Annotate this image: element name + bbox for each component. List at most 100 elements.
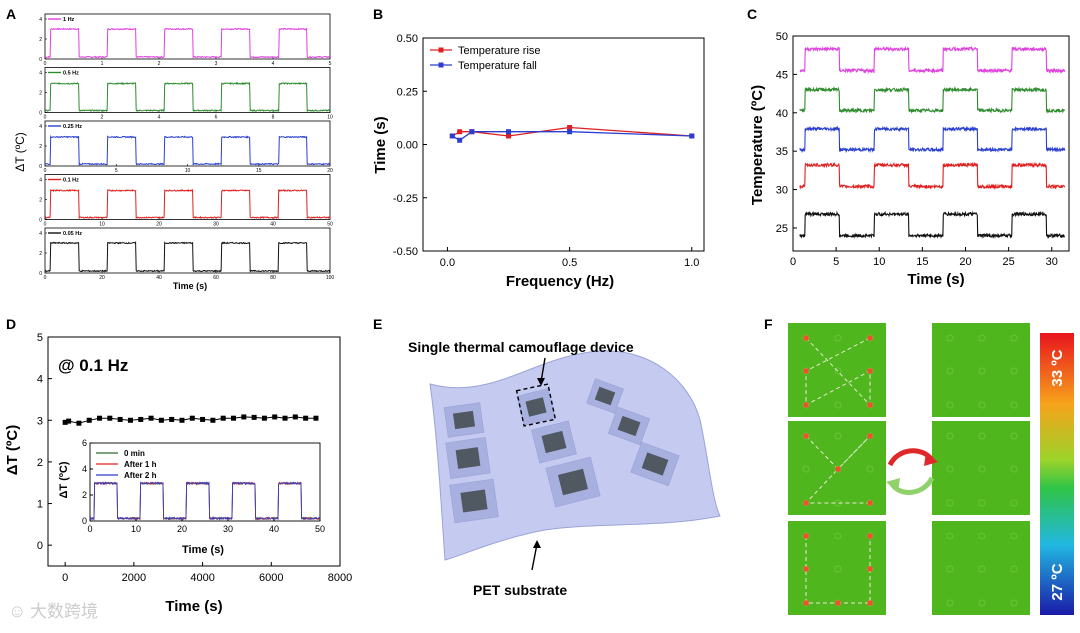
panel-d-inset-ytick-label: 2 bbox=[82, 490, 87, 500]
switch-arrow-red-head bbox=[924, 452, 938, 466]
thermal-hot-pixel bbox=[835, 600, 841, 606]
panel-a-xtick-label: 100 bbox=[326, 275, 335, 281]
panel-a-xtick-label: 5 bbox=[329, 61, 332, 67]
thermal-pixel-dot bbox=[1010, 465, 1018, 473]
panel-b-data-point bbox=[457, 129, 463, 135]
panel-b-data-point bbox=[567, 129, 573, 135]
thermal-pixel-dot bbox=[978, 367, 986, 375]
panel-a-xtick-label: 50 bbox=[327, 222, 333, 228]
panel-a-series-line bbox=[44, 134, 331, 167]
thermal-hot-pixel bbox=[835, 466, 841, 472]
panel-a-xtick-label: 0 bbox=[44, 168, 47, 174]
panel-c-ytick-label: 25 bbox=[776, 223, 788, 235]
panel-b-xtick-label: 0.5 bbox=[562, 257, 577, 269]
thermal-pixel-dot bbox=[802, 499, 810, 507]
thermal-pixel-dot bbox=[946, 565, 954, 573]
panel-d-data-point bbox=[303, 415, 309, 421]
thermal-hot-pixel bbox=[803, 335, 809, 341]
thermal-hot-pixel bbox=[867, 600, 873, 606]
device-chip bbox=[641, 452, 669, 476]
panel-d-data-point bbox=[169, 416, 175, 422]
panel-d-inset-xtick-label: 20 bbox=[177, 524, 187, 534]
thermal-hot-pixel bbox=[867, 433, 873, 439]
thermal-pixel-dot bbox=[978, 465, 986, 473]
panel-d-ytick-label: 2 bbox=[37, 457, 43, 469]
panel-a-ytick-label: 2 bbox=[39, 251, 42, 257]
panel-a-ytick-label: 4 bbox=[39, 124, 42, 130]
thermal-pixel-dot bbox=[1010, 599, 1018, 607]
panel-a-xtick-label: 2 bbox=[101, 115, 104, 121]
device-chip bbox=[452, 410, 476, 430]
panel-c-series-line bbox=[799, 125, 1066, 154]
panel-b-data-point bbox=[506, 129, 512, 135]
thermal-pixel-dot bbox=[866, 334, 874, 342]
thermal-pixel-dot bbox=[946, 599, 954, 607]
thermal-pixel-dot bbox=[978, 565, 986, 573]
panel-a-ytick-label: 2 bbox=[39, 37, 42, 43]
panel-d-inset-ylabel: ΔT (ºC) bbox=[58, 461, 70, 498]
thermal-hot-pixel bbox=[867, 500, 873, 506]
panel-d-inset-xtick-label: 40 bbox=[269, 524, 279, 534]
panel-a-legend-label: 0.5 Hz bbox=[63, 71, 79, 77]
panel-a-ytick-label: 0 bbox=[39, 164, 42, 170]
panel-c-xlabel: Time (s) bbox=[907, 271, 964, 288]
panel-b-data-point bbox=[506, 133, 512, 139]
panel-c-chart: 0 5 10 15 20 25 30 25 30 35 40 45 50 bbox=[776, 31, 1070, 268]
thermal-pixel-dot bbox=[946, 334, 954, 342]
panel-b-data-point bbox=[567, 124, 573, 130]
panel-a-series-line bbox=[44, 188, 331, 220]
panel-d-data-point bbox=[117, 416, 123, 422]
panel-d-inset-xtick-label: 0 bbox=[87, 524, 92, 534]
device-grid bbox=[443, 378, 680, 524]
panel-b-legend-label: Temperature rise bbox=[458, 45, 541, 57]
panel-a-legend-label: 0.1 Hz bbox=[63, 178, 79, 184]
panel-a-ytick-label: 4 bbox=[39, 178, 42, 184]
panel-a-xtick-label: 20 bbox=[99, 275, 105, 281]
panel-b-legend-label: Temperature fall bbox=[458, 60, 537, 72]
panel-b-data-point bbox=[457, 137, 463, 143]
panel-d-data-point bbox=[179, 417, 185, 423]
panel-d-data-point bbox=[231, 415, 237, 421]
panel-d-xlabel: Time (s) bbox=[165, 598, 222, 615]
panel-a-xtick-label: 2 bbox=[158, 61, 161, 67]
thermal-pixel-dot bbox=[834, 334, 842, 342]
thermal-hot-pixel bbox=[803, 600, 809, 606]
panel-d-annotation: @ 0.1 Hz bbox=[58, 356, 128, 375]
device-chip bbox=[557, 468, 589, 496]
thermal-pixel-dot bbox=[866, 401, 874, 409]
panel-d-inset-legend-label: 0 min bbox=[124, 449, 145, 458]
thermal-pixel-dot bbox=[866, 367, 874, 375]
thermal-pixel-dot bbox=[834, 532, 842, 540]
panel-c-xtick-label: 15 bbox=[916, 256, 928, 268]
thermal-pixel-dot bbox=[1010, 499, 1018, 507]
switch-arrow-green-head bbox=[886, 478, 900, 492]
panel-a-xtick-label: 6 bbox=[215, 115, 218, 121]
thermal-hot-pixel bbox=[803, 402, 809, 408]
thermal-pixel-dot bbox=[978, 401, 986, 409]
thermal-pixel-dot bbox=[978, 334, 986, 342]
thermal-hot-pixel bbox=[803, 500, 809, 506]
thermal-image bbox=[932, 323, 1030, 417]
watermark-logo-icon: ☺ bbox=[8, 601, 26, 621]
panel-a-xtick-label: 0 bbox=[44, 115, 47, 121]
device-chip bbox=[525, 397, 547, 417]
panel-d-inset-ytick-label: 0 bbox=[82, 516, 87, 526]
panel-d-ytick-label: 0 bbox=[37, 540, 43, 552]
panel-c-frame bbox=[792, 35, 1070, 252]
panel-a-xtick-label: 20 bbox=[156, 222, 162, 228]
panel-d-inset-frame bbox=[89, 442, 321, 522]
device-chip bbox=[541, 430, 567, 454]
panel-d-inset-series-line bbox=[89, 481, 320, 521]
thermal-pixel-dot bbox=[1010, 334, 1018, 342]
panel-letter-c: C bbox=[747, 6, 757, 22]
panel-d-inset-legend-label: After 1 h bbox=[124, 460, 157, 469]
thermal-pixel-dot bbox=[834, 565, 842, 573]
panel-c-ytick-label: 30 bbox=[776, 185, 788, 197]
panel-c-xtick-label: 0 bbox=[790, 256, 796, 268]
panel-a-ytick-label: 4 bbox=[39, 231, 42, 237]
panel-a-xtick-label: 3 bbox=[215, 61, 218, 67]
panel-c-xtick-label: 20 bbox=[959, 256, 971, 268]
panel-d-xtick-label: 4000 bbox=[190, 572, 214, 584]
panel-b-ytick-label: 0.00 bbox=[397, 140, 418, 152]
